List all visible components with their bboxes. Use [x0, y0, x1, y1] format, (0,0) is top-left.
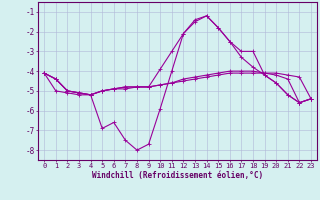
X-axis label: Windchill (Refroidissement éolien,°C): Windchill (Refroidissement éolien,°C) [92, 171, 263, 180]
